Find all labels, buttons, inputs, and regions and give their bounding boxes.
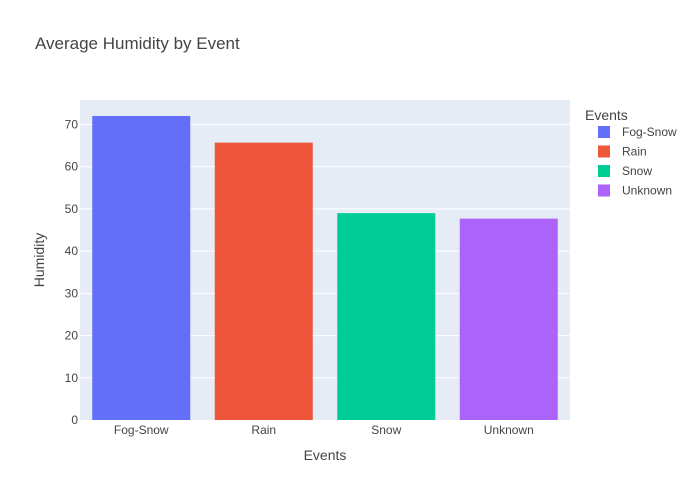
bar-unknown[interactable] xyxy=(459,218,558,420)
legend-swatch[interactable] xyxy=(598,184,610,197)
legend-swatch[interactable] xyxy=(598,145,610,158)
y-tick-label: 50 xyxy=(65,202,79,216)
legend: Events Fog-Snow Rain Snow Unknown xyxy=(585,107,677,198)
legend-swatch[interactable] xyxy=(598,165,610,177)
y-tick-label: 40 xyxy=(65,244,79,258)
y-tick-label: 60 xyxy=(65,160,79,174)
x-tick-label: Fog-Snow xyxy=(114,423,169,437)
legend-label[interactable]: Snow xyxy=(622,164,652,178)
x-axis-ticks: Fog-Snow Rain Snow Unknown xyxy=(114,423,534,437)
legend-label[interactable]: Fog-Snow xyxy=(622,125,677,139)
y-tick-label: 10 xyxy=(65,371,79,385)
bars xyxy=(92,116,558,421)
bar-fog-snow[interactable] xyxy=(92,116,191,421)
legend-label[interactable]: Unknown xyxy=(622,184,672,198)
y-axis-title: Humidity xyxy=(31,233,47,287)
x-axis-title: Events xyxy=(304,447,347,463)
legend-swatch[interactable] xyxy=(598,126,610,138)
chart-title: Average Humidity by Event xyxy=(35,34,240,53)
y-tick-label: 0 xyxy=(71,413,78,427)
y-tick-label: 20 xyxy=(65,329,79,343)
x-tick-label: Unknown xyxy=(484,423,534,437)
bar-rain[interactable] xyxy=(214,142,313,420)
legend-label[interactable]: Rain xyxy=(622,145,647,159)
y-axis-ticks: 0 10 20 30 40 50 60 70 xyxy=(65,117,79,427)
x-tick-label: Rain xyxy=(251,423,276,437)
y-tick-label: 30 xyxy=(65,286,79,300)
y-tick-label: 70 xyxy=(65,117,79,131)
x-tick-label: Snow xyxy=(371,423,401,437)
bar-snow[interactable] xyxy=(337,213,436,420)
legend-title: Events xyxy=(585,107,628,123)
